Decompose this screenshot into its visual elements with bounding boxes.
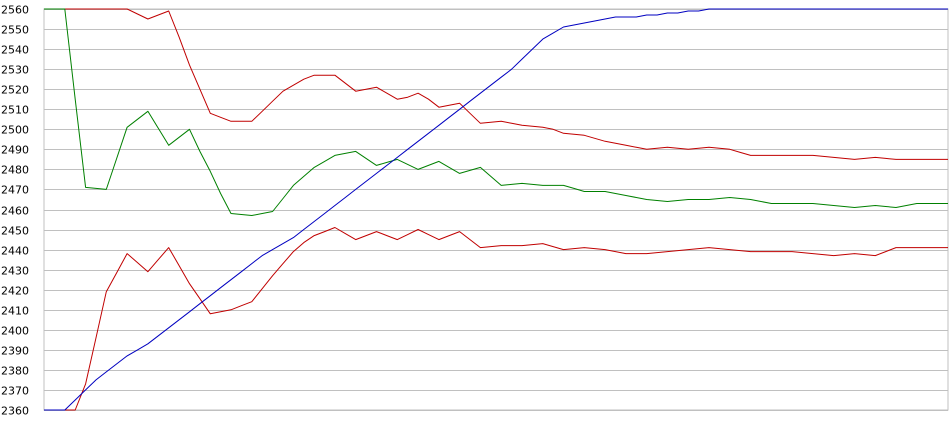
y-tick-label: 2360 xyxy=(1,405,29,418)
series-line-1 xyxy=(44,8,948,160)
y-tick-label: 2510 xyxy=(1,104,29,117)
y-tick-label: 2460 xyxy=(1,205,29,218)
y-axis: 2360 2370 2380 2390 2400 2410 2420 2430 2440 2450… xyxy=(1,4,29,418)
y-tick-label: 2390 xyxy=(1,345,29,358)
y-tick-label: 2530 xyxy=(1,64,29,77)
series-line-2 xyxy=(44,8,948,216)
y-tick-label: 2560 xyxy=(1,4,29,17)
y-tick-label: 2550 xyxy=(1,24,29,37)
y-tick-label: 2410 xyxy=(1,305,29,318)
y-tick-label: 2520 xyxy=(1,84,29,97)
y-tick-label: 2540 xyxy=(1,44,29,57)
y-tick-label: 2370 xyxy=(1,385,29,398)
y-tick-label: 2470 xyxy=(1,184,29,197)
y-tick-label: 2480 xyxy=(1,164,29,177)
y-tick-label: 2440 xyxy=(1,245,29,258)
y-tick-label: 2500 xyxy=(1,124,29,137)
y-tick-label: 2450 xyxy=(1,225,29,238)
y-tick-label: 2380 xyxy=(1,365,29,378)
series-lines xyxy=(44,8,948,411)
series-line-3 xyxy=(44,227,948,411)
gridlines xyxy=(43,8,949,411)
y-tick-label: 2490 xyxy=(1,144,29,157)
series-line-4 xyxy=(44,8,948,411)
y-tick-label: 2430 xyxy=(1,265,29,278)
y-tick-label: 2420 xyxy=(1,285,29,298)
y-tick-label: 2400 xyxy=(1,325,29,338)
